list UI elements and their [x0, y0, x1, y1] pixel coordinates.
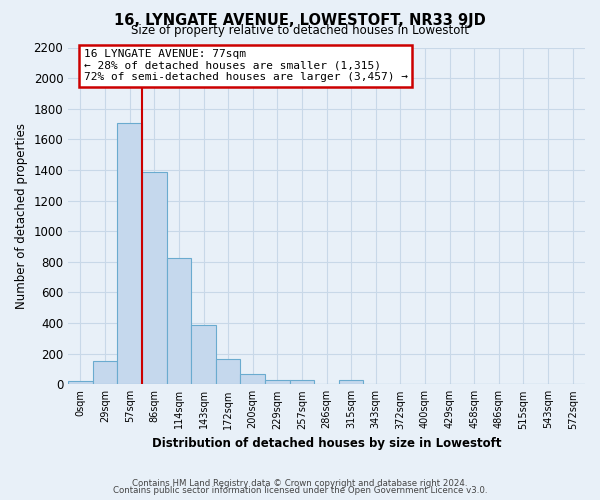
- Bar: [216, 359, 241, 384]
- Bar: [68, 381, 93, 384]
- Text: Size of property relative to detached houses in Lowestoft: Size of property relative to detached ho…: [131, 24, 469, 37]
- Y-axis label: Number of detached properties: Number of detached properties: [15, 123, 28, 309]
- X-axis label: Distribution of detached houses by size in Lowestoft: Distribution of detached houses by size …: [152, 437, 502, 450]
- Bar: [167, 258, 191, 384]
- Text: 16 LYNGATE AVENUE: 77sqm
← 28% of detached houses are smaller (1,315)
72% of sem: 16 LYNGATE AVENUE: 77sqm ← 28% of detach…: [83, 49, 407, 82]
- Bar: [118, 122, 142, 384]
- Bar: [93, 360, 118, 384]
- Bar: [241, 374, 265, 384]
- Bar: [290, 380, 314, 384]
- Bar: [265, 380, 290, 384]
- Bar: [191, 324, 216, 384]
- Text: Contains public sector information licensed under the Open Government Licence v3: Contains public sector information licen…: [113, 486, 487, 495]
- Text: Contains HM Land Registry data © Crown copyright and database right 2024.: Contains HM Land Registry data © Crown c…: [132, 478, 468, 488]
- Bar: [142, 172, 167, 384]
- Text: 16, LYNGATE AVENUE, LOWESTOFT, NR33 9JD: 16, LYNGATE AVENUE, LOWESTOFT, NR33 9JD: [114, 12, 486, 28]
- Bar: [339, 380, 364, 384]
